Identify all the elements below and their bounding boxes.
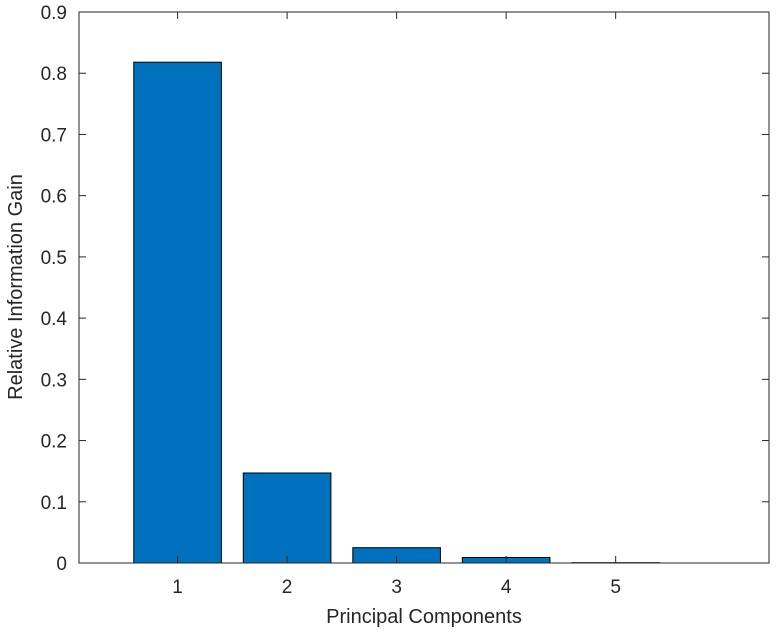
x-tick-label: 3 <box>391 577 402 598</box>
y-tick-label: 0.8 <box>41 64 67 85</box>
x-tick-label: 1 <box>172 577 183 598</box>
y-tick-label: 0.6 <box>41 187 67 208</box>
bar-2 <box>243 473 331 563</box>
y-tick-label: 0.4 <box>41 309 68 330</box>
y-tick-label: 0.2 <box>41 432 67 453</box>
x-tick-label: 5 <box>610 577 621 598</box>
x-tick-label: 4 <box>501 577 512 598</box>
y-tick-label: 0.5 <box>41 248 67 269</box>
bar-1 <box>134 62 222 563</box>
y-tick-label: 0.3 <box>41 370 67 391</box>
y-tick-label: 0.1 <box>41 493 67 514</box>
y-tick-label: 0.7 <box>41 125 67 146</box>
x-axis-label: Principal Components <box>326 606 522 628</box>
x-tick-label: 2 <box>282 577 293 598</box>
y-tick-label: 0.9 <box>41 3 67 24</box>
y-axis-label: Relative Information Gain <box>5 174 27 400</box>
y-tick-label: 0 <box>56 554 67 575</box>
